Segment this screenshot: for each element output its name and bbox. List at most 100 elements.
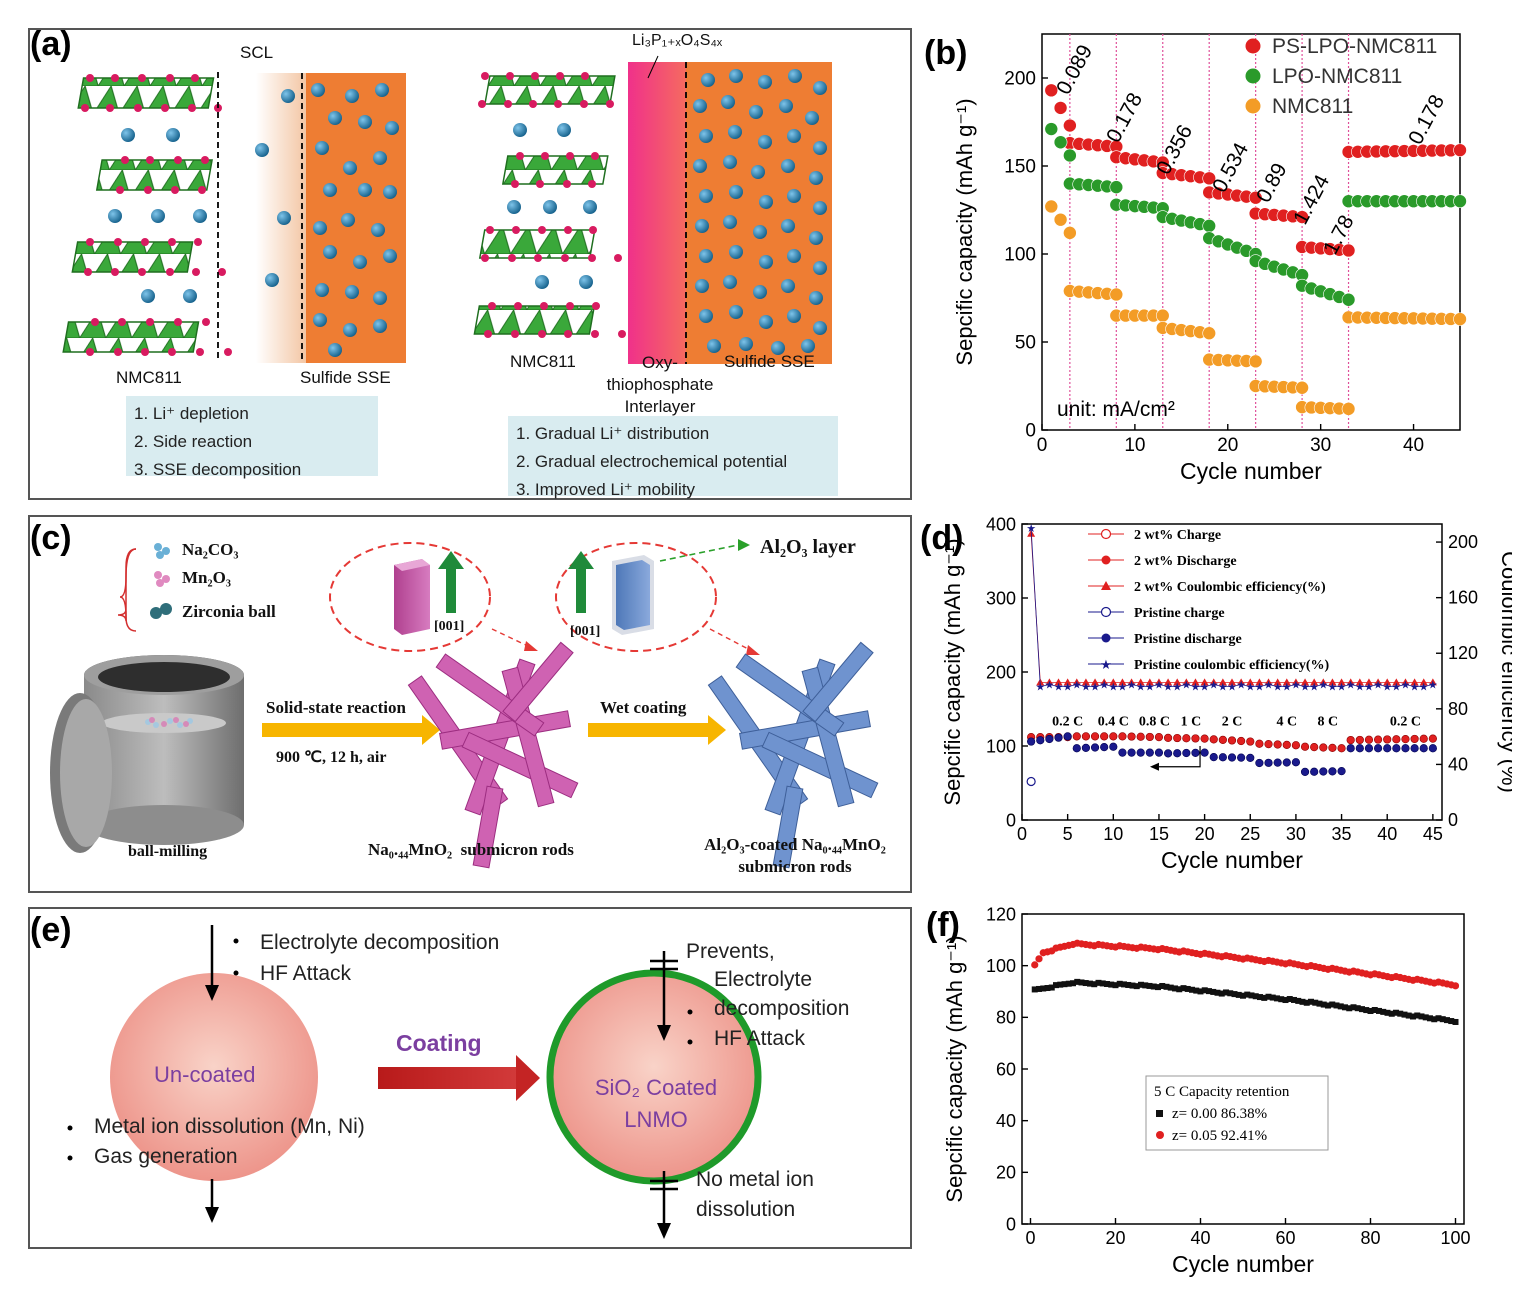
data-point — [1044, 199, 1059, 214]
data-point — [1401, 744, 1410, 753]
data-point: ★ — [1373, 680, 1383, 692]
y-tick-label: 40 — [996, 1111, 1016, 1131]
data-point — [1341, 243, 1356, 258]
data-point — [1145, 732, 1154, 742]
x-tick-label: 45 — [1423, 824, 1443, 844]
rate-label: 0.2 C — [1052, 714, 1083, 729]
data-point — [1291, 996, 1297, 1003]
data-point — [1127, 748, 1136, 757]
data-point — [1127, 678, 1136, 686]
data-point — [1118, 748, 1127, 757]
data-point — [1405, 1012, 1412, 1019]
legend-marker — [1245, 98, 1261, 114]
data-point — [1383, 735, 1392, 744]
data-point — [1112, 982, 1119, 989]
data-point — [1138, 981, 1144, 988]
data-point — [1374, 678, 1383, 686]
x-tick-label: 20 — [1217, 435, 1238, 456]
data-point — [1373, 735, 1383, 744]
data-point — [1419, 744, 1428, 753]
right-note-2: 2. Gradual electrochemical potential — [516, 452, 788, 471]
data-point — [1036, 985, 1042, 992]
data-point — [1210, 988, 1217, 995]
data-point — [1063, 732, 1072, 741]
data-point — [1040, 985, 1047, 992]
data-point: ★ — [1410, 682, 1420, 694]
x-tick-label: 40 — [1190, 1228, 1210, 1248]
left-nmc-layers — [62, 74, 232, 356]
rate-label: 0.2 C — [1390, 714, 1421, 729]
data-point — [1264, 678, 1273, 686]
data-point — [1282, 997, 1289, 1004]
data-point — [1116, 980, 1123, 987]
data-point: ★ — [1355, 682, 1365, 694]
rate-label: 2 C — [1222, 714, 1243, 729]
right-note-3: 3. Improved Li⁺ mobility — [516, 480, 696, 499]
data-point — [1328, 678, 1337, 686]
data-point — [1319, 743, 1328, 752]
data-point — [1299, 998, 1306, 1005]
data-point — [1081, 678, 1090, 686]
data-point — [1422, 1014, 1429, 1021]
data-point — [1125, 981, 1132, 988]
data-point — [1072, 678, 1081, 686]
y-tick-label: 100 — [1004, 245, 1036, 266]
data-point: ★ — [1154, 680, 1164, 692]
data-point — [1036, 736, 1045, 745]
step1-label: Solid-state reaction — [266, 698, 406, 717]
data-point — [1159, 982, 1166, 989]
rate-label: 0.178 — [1102, 89, 1147, 146]
data-point — [1363, 1007, 1370, 1014]
right-sse-label: Sulfide SSE — [724, 352, 815, 371]
data-point — [1439, 1016, 1446, 1023]
data-point — [1380, 1008, 1387, 1015]
data-point: ★ — [1136, 682, 1146, 694]
coated-label: SiO₂ Coated LNMO — [556, 1072, 756, 1136]
data-point — [1444, 1017, 1450, 1024]
data-point — [1235, 991, 1242, 998]
data-point — [1189, 986, 1195, 993]
data-point — [1167, 984, 1174, 991]
data-point — [1155, 984, 1161, 991]
left-note-3: 3. SSE decomposition — [134, 460, 302, 479]
x-tick-label: 25 — [1240, 824, 1260, 844]
legend-marker — [1101, 633, 1111, 643]
data-point — [1227, 990, 1234, 997]
data-point — [1428, 678, 1437, 686]
left-sse-ions — [255, 83, 399, 357]
data-point: ★ — [1081, 682, 1091, 694]
data-point: ★ — [1072, 680, 1082, 692]
data-point — [1248, 992, 1255, 999]
prevents-bullet-2: HF Attack — [714, 1027, 806, 1050]
rate-label: 4 C — [1276, 714, 1297, 729]
data-point — [1346, 744, 1355, 753]
data-point — [1133, 983, 1140, 990]
data-point: ★ — [1090, 682, 1100, 694]
data-point: ★ — [1117, 682, 1127, 694]
data-point — [1054, 678, 1063, 686]
data-point — [1163, 983, 1170, 990]
data-point — [1355, 735, 1364, 745]
coated-rods-label: Al₂O₃-coated Na₀.₄₄MnO₂ submicron rods — [680, 834, 910, 878]
data-point — [1312, 999, 1319, 1006]
legend-label: LPO-NMC811 — [1272, 65, 1402, 88]
y2-tick-label: 0 — [1448, 810, 1458, 830]
rate-label: 0.8 C — [1139, 714, 1170, 729]
x-axis-label: Cycle number — [1161, 847, 1303, 873]
coated-rods-line-2: submicron rods — [738, 857, 852, 876]
data-point — [1191, 678, 1200, 686]
data-point: ★ — [1063, 682, 1073, 694]
data-point — [1081, 732, 1091, 741]
data-point — [1182, 748, 1191, 758]
data-point — [1197, 988, 1204, 995]
legend-header: 5 C Capacity retention — [1154, 1084, 1290, 1100]
data-point — [1265, 993, 1272, 1000]
axis-arrowhead — [1149, 762, 1159, 771]
data-point — [1184, 985, 1191, 992]
data-point — [1142, 982, 1149, 989]
data-point — [1393, 1009, 1399, 1016]
data-point — [1341, 292, 1356, 307]
data-point — [1295, 210, 1309, 224]
data-point — [1145, 748, 1154, 757]
data-point — [1274, 995, 1280, 1002]
